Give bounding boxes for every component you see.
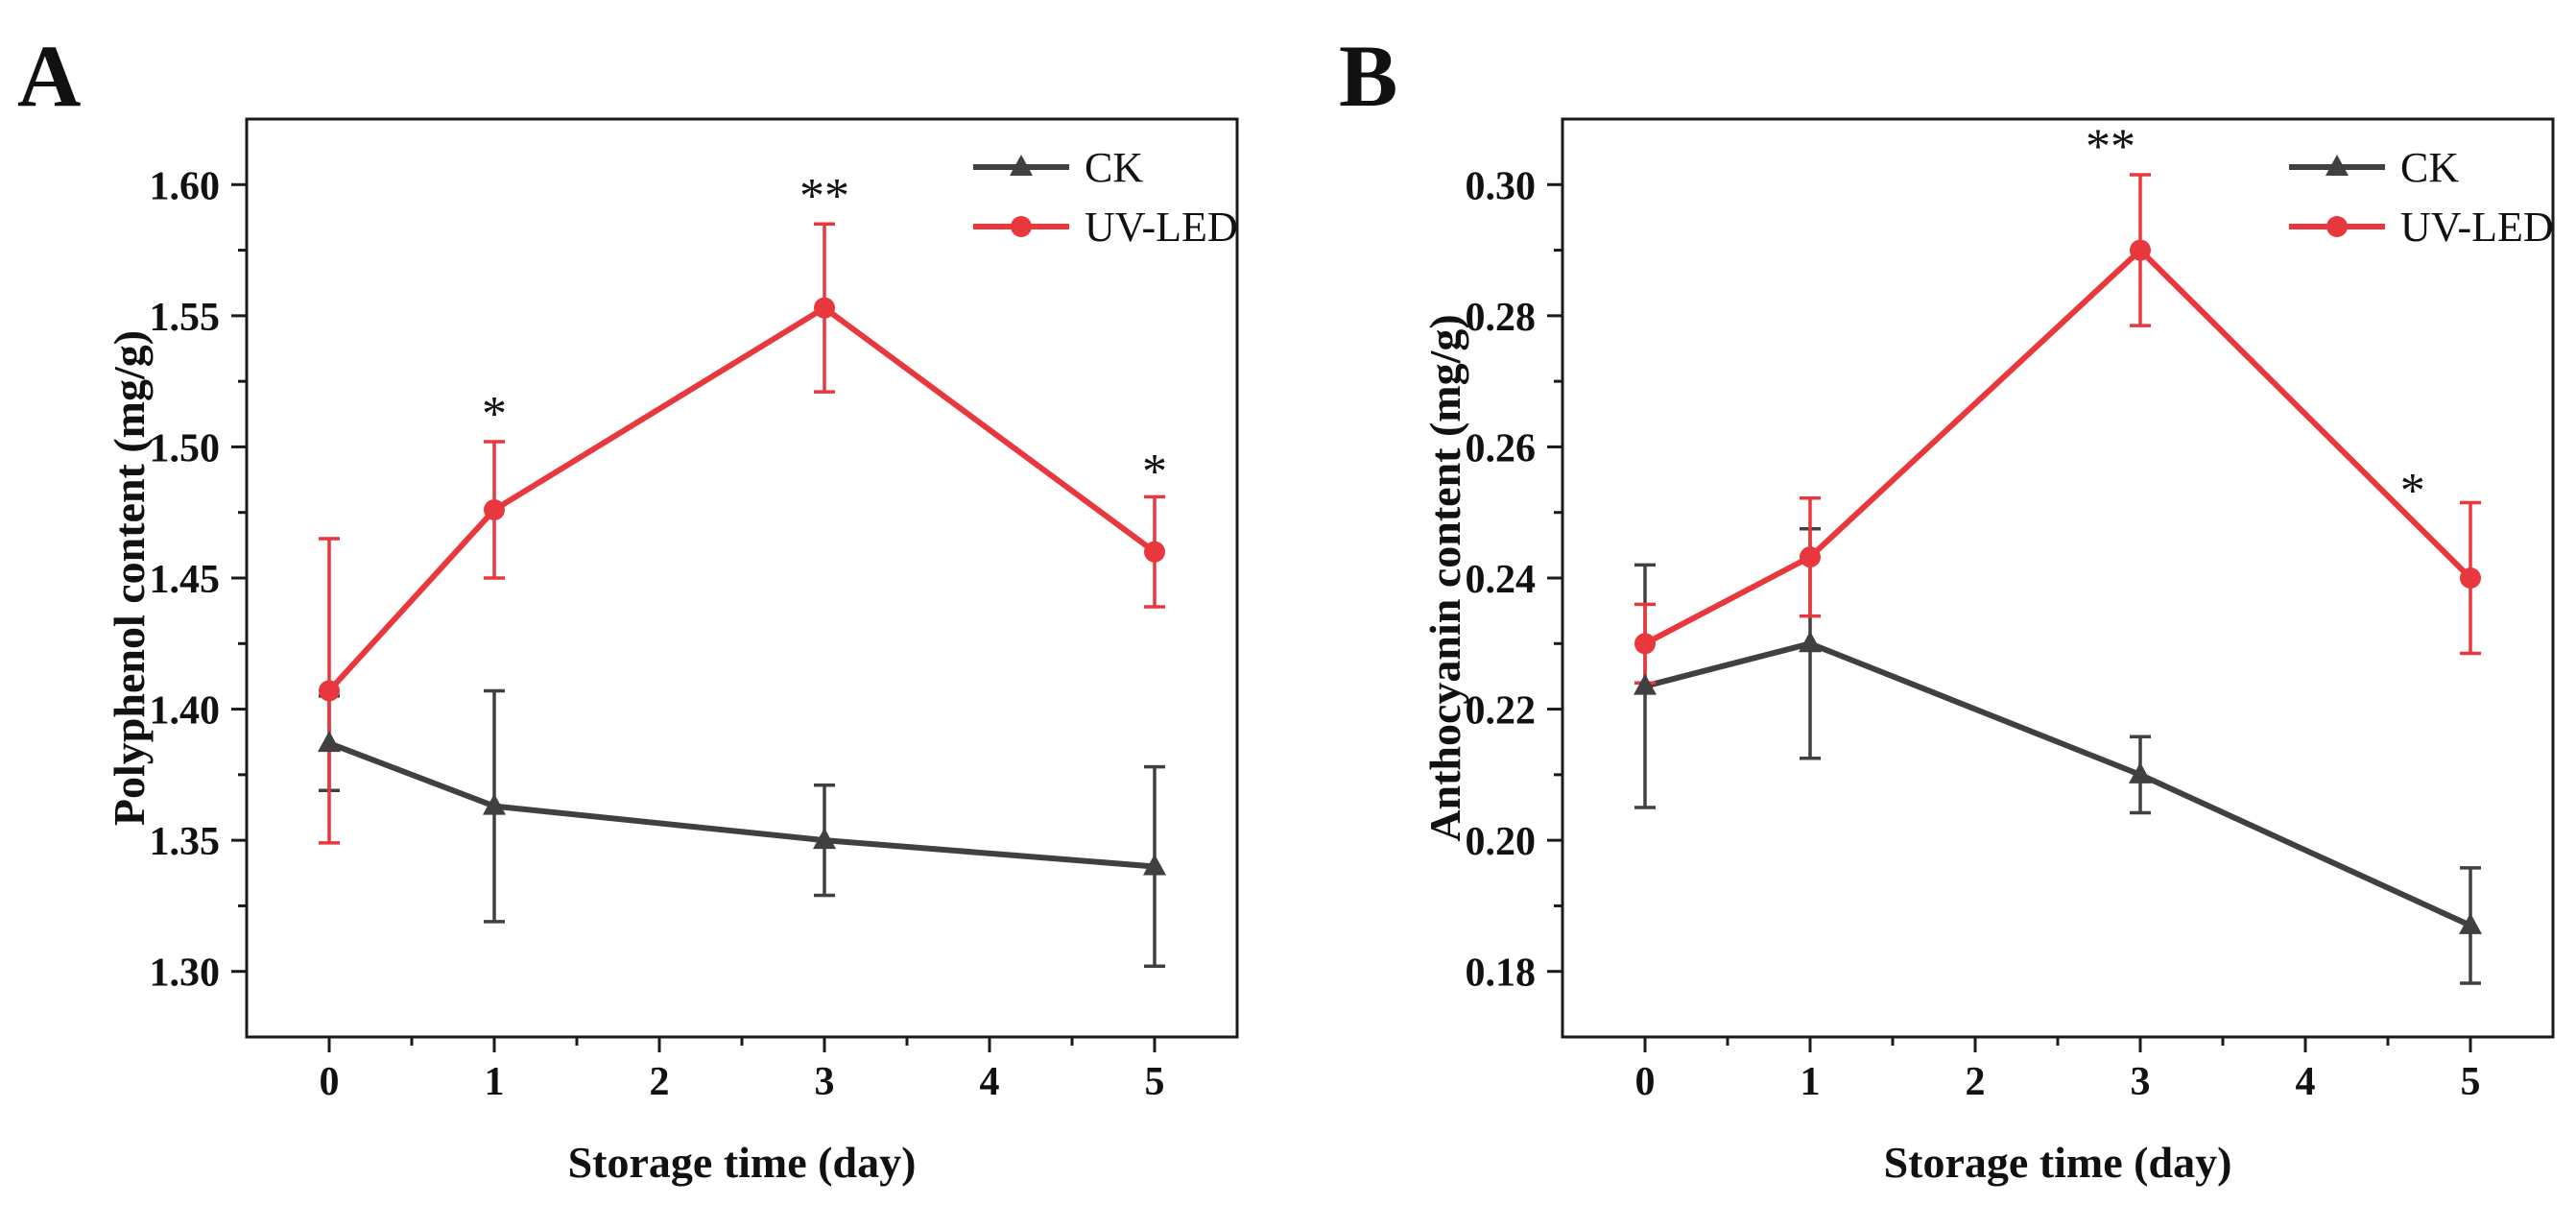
legend-label-a-ck: CK: [1085, 144, 1143, 191]
y-tick-labels-b: 0.18 0.20 0.22 0.24 0.26 0.28 0.30: [1466, 164, 1537, 995]
series-line-b-uv-led: [1643, 247, 2473, 646]
data-point-a-uv-led-0: [319, 680, 340, 702]
data-point-a-ck-1: [483, 793, 506, 815]
y-tick-label-b-2: 0.22: [1466, 689, 1537, 734]
significance-mark-a-0: *: [482, 387, 507, 442]
legend-a: CK UV-LED: [973, 144, 1238, 251]
data-point-a-uv-led-3: [1144, 541, 1165, 563]
y-tick-label-b-6: 0.30: [1466, 164, 1537, 208]
data-point-a-uv-led-1: [484, 498, 505, 520]
series-line-a-uv-led: [326, 304, 1157, 693]
x-tick-label-a-3: 3: [815, 1060, 835, 1104]
y-tick-label-b-0: 0.18: [1466, 952, 1537, 996]
y-tick-label-b-4: 0.26: [1466, 426, 1537, 470]
data-point-b-uv-led-2: [2130, 239, 2151, 261]
data-point-b-ck-2: [2129, 761, 2152, 783]
plot-frame-b: [1561, 117, 2555, 1039]
panel-letter-a: A: [17, 27, 81, 125]
legend-marker-b-uv-led: [2326, 216, 2348, 237]
panel-letter-b: B: [1339, 27, 1397, 125]
y-tick-label-b-1: 0.20: [1466, 820, 1537, 864]
data-point-a-uv-led-2: [814, 297, 835, 319]
data-point-b-ck-3: [2459, 912, 2482, 934]
x-tick-label-b-2: 2: [1966, 1060, 1986, 1104]
data-point-b-uv-led-1: [1800, 546, 1821, 568]
legend-item-b-uv-led: UV-LED: [2289, 204, 2554, 251]
x-tick-label-b-3: 3: [2131, 1060, 2151, 1104]
y-axis-title-a: Polyphenol content (mg/g): [105, 330, 154, 826]
legend-marker-a-uv-led: [1011, 216, 1032, 237]
x-axis-title-a: Storage time (day): [568, 1138, 917, 1187]
y-tick-label-b-5: 0.28: [1466, 296, 1537, 340]
data-point-a-ck-3: [1143, 854, 1166, 876]
significance-mark-a-2: *: [1142, 445, 1167, 499]
significance-mark-b-0: **: [2086, 119, 2135, 174]
series-line-b-ck: [1644, 640, 2472, 928]
legend-item-b-ck: CK: [2289, 144, 2459, 191]
legend-marker-b-ck: [2326, 155, 2349, 176]
y-tick-label-a-0: 1.30: [150, 952, 221, 996]
data-point-b-uv-led-3: [2460, 567, 2481, 589]
legend-item-a-uv-led: UV-LED: [973, 204, 1238, 251]
y-tick-label-a-6: 1.60: [150, 164, 221, 208]
x-tick-label-b-1: 1: [1801, 1060, 1821, 1104]
x-tick-label-a-5: 5: [1145, 1060, 1165, 1104]
legend-label-a-uv-led: UV-LED: [1085, 204, 1238, 251]
legend-label-b-ck: CK: [2400, 144, 2459, 191]
x-tick-label-b-0: 0: [1635, 1060, 1656, 1104]
series-layer-b: [1634, 173, 2482, 985]
data-point-a-ck-0: [318, 731, 341, 753]
annotations-a: ****: [482, 169, 1167, 499]
x-tick-labels-b: 0 1 2 3 4 5: [1635, 1060, 2481, 1104]
series-line-a-ck: [327, 740, 1156, 870]
y-tick-label-a-5: 1.55: [150, 296, 221, 340]
significance-mark-b-1: *: [2400, 464, 2425, 518]
legend-item-a-ck: CK: [973, 144, 1143, 191]
x-tick-label-a-0: 0: [320, 1060, 340, 1104]
legend-label-b-uv-led: UV-LED: [2400, 204, 2554, 251]
data-point-b-uv-led-0: [1634, 633, 1656, 655]
y-tick-label-a-3: 1.45: [150, 558, 221, 602]
ticks-b: [1547, 182, 2472, 1052]
legend-b: CK UV-LED: [2289, 144, 2554, 251]
y-tick-label-a-4: 1.50: [150, 426, 221, 470]
y-tick-label-a-1: 1.35: [150, 820, 221, 864]
x-axis-title-b: Storage time (day): [1884, 1138, 2232, 1187]
y-tick-label-b-3: 0.24: [1466, 558, 1537, 602]
legend-marker-a-ck: [1010, 155, 1033, 176]
ticks-a: [231, 182, 1157, 1052]
y-tick-label-a-2: 1.40: [150, 689, 221, 734]
x-tick-label-a-1: 1: [485, 1060, 505, 1104]
x-tick-labels-a: 0 1 2 3 4 5: [320, 1060, 1165, 1104]
x-tick-label-b-4: 4: [2296, 1060, 2316, 1104]
x-tick-label-a-2: 2: [650, 1060, 670, 1104]
significance-mark-a-1: **: [799, 169, 849, 224]
x-tick-label-b-5: 5: [2461, 1060, 2481, 1104]
annotations-b: ***: [2086, 119, 2425, 518]
y-axis-title-b: Anthocyanin content (mg/g): [1420, 314, 1469, 841]
y-tick-labels-a: 1.30 1.35 1.40 1.45 1.50 1.55 1.60: [150, 164, 221, 995]
x-tick-label-a-4: 4: [980, 1060, 1000, 1104]
data-point-b-ck-0: [1634, 673, 1657, 695]
plot-frame-a: [245, 117, 1239, 1039]
data-point-b-ck-1: [1799, 631, 1822, 653]
data-point-a-ck-2: [813, 828, 836, 850]
series-layer-a: [318, 222, 1166, 969]
